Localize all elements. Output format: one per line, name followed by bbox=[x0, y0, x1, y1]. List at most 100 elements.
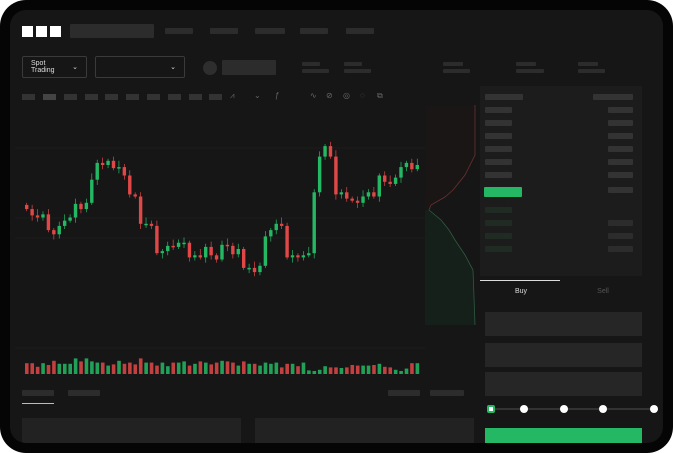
candle bbox=[138, 196, 143, 224]
stat-label bbox=[302, 62, 320, 66]
candle bbox=[388, 181, 392, 184]
candle bbox=[410, 162, 414, 170]
candle bbox=[149, 223, 154, 226]
bottom-tab[interactable] bbox=[68, 390, 100, 396]
timeframe-button[interactable] bbox=[209, 94, 222, 100]
candle bbox=[339, 192, 344, 195]
fullscreen-icon[interactable]: ⧉ bbox=[377, 91, 383, 100]
candle bbox=[57, 225, 61, 235]
volume-bar bbox=[404, 368, 409, 374]
timeframe-button[interactable] bbox=[85, 94, 98, 100]
timeframe-button[interactable] bbox=[168, 94, 181, 100]
amount-input[interactable] bbox=[485, 343, 642, 367]
amount-slider[interactable] bbox=[487, 405, 658, 413]
pencil-icon[interactable]: ⊘ bbox=[326, 91, 333, 100]
ask-price bbox=[485, 120, 512, 126]
slider-stop[interactable] bbox=[650, 405, 658, 413]
line-tool-icon[interactable]: ∿ bbox=[310, 91, 317, 100]
candle bbox=[345, 192, 349, 199]
timeframe-button[interactable] bbox=[22, 94, 35, 100]
active-tab-underline bbox=[22, 403, 54, 404]
pair-selector[interactable]: ⌄ bbox=[95, 56, 185, 78]
candle bbox=[122, 167, 127, 176]
settings-icon[interactable]: ◌ bbox=[360, 91, 365, 100]
candle bbox=[84, 202, 89, 210]
candle bbox=[279, 223, 284, 226]
candle bbox=[355, 200, 360, 203]
ask-size bbox=[608, 120, 633, 126]
nav-item[interactable] bbox=[346, 28, 374, 34]
volume-bar bbox=[323, 366, 327, 374]
timeframe-button[interactable] bbox=[126, 94, 139, 100]
bid-price bbox=[485, 246, 512, 252]
slider-stop[interactable] bbox=[560, 405, 568, 413]
nav-item[interactable] bbox=[165, 28, 193, 34]
okx-logo[interactable] bbox=[22, 26, 62, 38]
search-bar[interactable] bbox=[70, 24, 154, 38]
indicator-icon[interactable]: ⌄ bbox=[254, 91, 261, 100]
candle bbox=[90, 179, 94, 203]
candle bbox=[35, 215, 40, 218]
nav-item[interactable] bbox=[210, 28, 238, 34]
volume-bar bbox=[166, 366, 170, 374]
market-selector[interactable]: Spot Trading ⌄ bbox=[22, 56, 87, 78]
nav-item[interactable] bbox=[255, 28, 285, 34]
bottom-action[interactable] bbox=[388, 390, 420, 396]
tab-buy[interactable]: Buy bbox=[514, 288, 528, 295]
volume-bar bbox=[307, 370, 311, 374]
volume-bar bbox=[57, 363, 62, 374]
ask-size bbox=[608, 107, 633, 113]
timeframe-button[interactable] bbox=[189, 94, 202, 100]
volume-bar bbox=[182, 361, 186, 374]
volume-bar bbox=[198, 361, 203, 374]
indicator-icon[interactable]: ⩘ bbox=[230, 91, 235, 100]
buy-button[interactable] bbox=[485, 428, 642, 443]
timeframe-button[interactable] bbox=[64, 94, 77, 100]
volume-bar bbox=[176, 362, 181, 374]
ask-size bbox=[608, 187, 633, 193]
timeframe-button[interactable] bbox=[105, 94, 118, 100]
bottom-tab[interactable] bbox=[22, 390, 54, 396]
target-icon[interactable]: ◎ bbox=[343, 91, 350, 100]
candle bbox=[231, 245, 235, 255]
volume-bar bbox=[410, 363, 414, 374]
timeframe-button[interactable] bbox=[147, 94, 160, 100]
volume-bar bbox=[160, 362, 165, 374]
candle bbox=[317, 156, 322, 193]
candlestick-chart[interactable] bbox=[15, 110, 425, 390]
volume-bar bbox=[372, 365, 376, 374]
tab-sell[interactable]: Sell bbox=[597, 288, 609, 295]
volume-bar bbox=[252, 363, 257, 374]
volume-bar bbox=[209, 364, 214, 374]
candle bbox=[30, 209, 34, 216]
slider-handle[interactable] bbox=[487, 405, 495, 413]
candle bbox=[241, 249, 246, 268]
last-price bbox=[484, 187, 522, 197]
candle bbox=[73, 203, 78, 218]
volume-bar bbox=[122, 363, 127, 374]
volume-bar bbox=[355, 365, 360, 374]
price-input[interactable] bbox=[485, 312, 642, 336]
volume-bar bbox=[236, 365, 241, 374]
stat-label bbox=[443, 62, 463, 66]
volume-bar bbox=[339, 368, 344, 374]
slider-stop[interactable] bbox=[520, 405, 528, 413]
bottom-action[interactable] bbox=[430, 390, 464, 396]
candle bbox=[182, 242, 186, 245]
volume-bar bbox=[399, 371, 403, 374]
candle bbox=[187, 242, 192, 258]
timeframe-button[interactable] bbox=[43, 94, 56, 100]
candle bbox=[258, 265, 262, 273]
indicator-icon[interactable]: ƒ bbox=[275, 91, 280, 100]
slider-stop[interactable] bbox=[599, 405, 607, 413]
candle bbox=[252, 267, 257, 273]
candle bbox=[209, 246, 213, 256]
nav-item[interactable] bbox=[300, 28, 328, 34]
volume-bar bbox=[73, 358, 78, 374]
volume-bar bbox=[106, 365, 110, 374]
candle bbox=[334, 156, 338, 195]
ask-price bbox=[485, 146, 512, 152]
candle bbox=[290, 255, 295, 258]
stat-value bbox=[443, 69, 470, 73]
total-input[interactable] bbox=[485, 372, 642, 396]
